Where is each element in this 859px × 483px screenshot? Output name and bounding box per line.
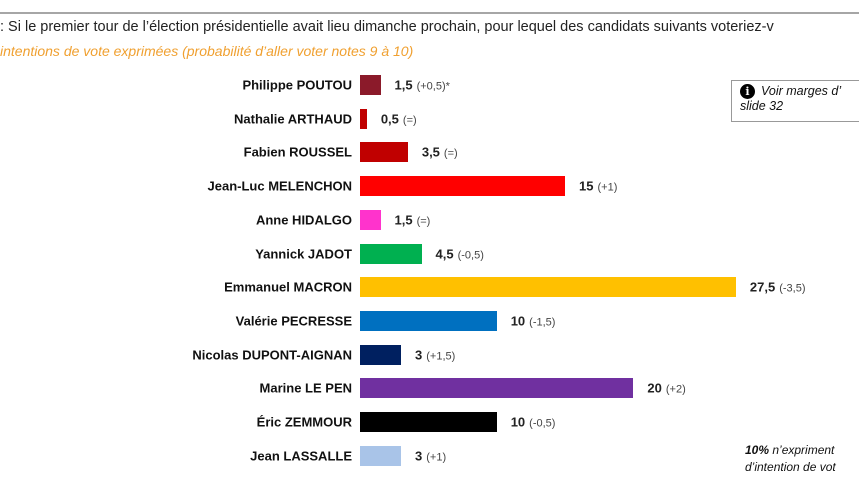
change-text: (=) bbox=[402, 114, 417, 127]
change-text: (+1,5) bbox=[426, 350, 456, 363]
footnote-percent: 10% bbox=[745, 443, 770, 457]
footnote-line2: d’intention de vot bbox=[745, 460, 836, 474]
value-label: 27,5 (-3,5) bbox=[750, 280, 806, 295]
bar bbox=[360, 378, 634, 399]
change-text: (-0,5) bbox=[529, 417, 556, 430]
bar bbox=[360, 142, 408, 163]
bar bbox=[360, 310, 497, 331]
change-text: (-1,5) bbox=[529, 316, 556, 329]
value-label: 3 (+1) bbox=[415, 448, 446, 463]
value-text: 27,5 bbox=[749, 279, 776, 295]
note-line1: Voir marges d’ bbox=[761, 84, 842, 98]
chart-subtitle: intentions de vote exprimées (probabilit… bbox=[0, 43, 414, 59]
value-label: 10 (-1,5) bbox=[511, 313, 556, 328]
category-label: Marine LE PEN bbox=[259, 380, 352, 396]
bar bbox=[360, 445, 401, 466]
change-text: (-0,5) bbox=[457, 249, 484, 261]
category-label: Anne HIDALGO bbox=[255, 212, 352, 228]
category-label: Yannick JADOT bbox=[255, 246, 352, 261]
change-text: (=) bbox=[416, 215, 431, 228]
note-line2: slide 32 bbox=[740, 99, 784, 113]
value-label: 3,5 (=) bbox=[422, 145, 458, 160]
value-text: 3,5 bbox=[421, 144, 440, 160]
question-title: : Si le premier tour de l’élection prési… bbox=[0, 19, 774, 35]
value-text: 3 bbox=[415, 347, 423, 363]
category-label: Emmanuel MACRON bbox=[224, 279, 352, 295]
value-label: 0,5 (=) bbox=[381, 111, 417, 126]
margin-note-box: i Voir marges d’ slide 32 bbox=[731, 80, 859, 122]
change-text: (+1) bbox=[597, 181, 618, 194]
category-label: Nicolas DUPONT-AIGNAN bbox=[192, 347, 352, 363]
bar bbox=[360, 344, 401, 365]
value-text: 10 bbox=[510, 313, 526, 329]
category-label: Fabien ROUSSEL bbox=[243, 144, 352, 160]
category-label: Jean-Luc MELENCHON bbox=[207, 178, 352, 194]
category-label: Valérie PECRESSE bbox=[235, 313, 352, 329]
change-text: (-3,5) bbox=[779, 282, 806, 295]
change-text: (+0,5)* bbox=[416, 80, 450, 93]
category-label: Philippe POUTOU bbox=[242, 77, 352, 93]
value-text: 15 bbox=[579, 178, 594, 194]
value-text: 10 bbox=[510, 414, 526, 430]
change-text: (=) bbox=[443, 147, 458, 160]
footnote-text: n’expriment bbox=[769, 443, 835, 457]
value-text: 4,5 bbox=[435, 246, 454, 261]
bar bbox=[360, 277, 736, 298]
value-text: 1,5 bbox=[394, 212, 413, 228]
value-text: 0,5 bbox=[380, 111, 399, 127]
value-label: 1,5 (+0,5)* bbox=[395, 78, 450, 93]
bar bbox=[360, 75, 381, 95]
value-label: 15 (+1) bbox=[579, 179, 617, 194]
top-divider bbox=[0, 12, 859, 14]
value-text: 1,5 bbox=[394, 77, 413, 93]
value-label: 20 (+2) bbox=[647, 381, 685, 396]
bar bbox=[360, 176, 566, 197]
bar bbox=[360, 243, 422, 264]
category-label: Jean LASSALLE bbox=[250, 448, 352, 464]
change-text: (+2) bbox=[665, 383, 686, 396]
bar bbox=[360, 209, 381, 230]
value-label: 1,5 (=) bbox=[395, 212, 431, 227]
info-icon: i bbox=[740, 84, 755, 99]
category-label: Éric ZEMMOUR bbox=[256, 414, 352, 430]
value-label: 10 (-0,5) bbox=[511, 415, 556, 430]
value-label: 4,5 (-0,5) bbox=[436, 246, 484, 261]
value-label: 3 (+1,5) bbox=[415, 347, 455, 362]
value-text: 20 bbox=[647, 380, 662, 396]
change-text: (+1) bbox=[426, 451, 447, 464]
footnote: 10% n’expriment d’intention de vot bbox=[745, 442, 836, 476]
bar bbox=[360, 412, 497, 432]
category-label: Nathalie ARTHAUD bbox=[234, 111, 352, 127]
bar bbox=[360, 108, 367, 129]
value-text: 3 bbox=[415, 448, 423, 464]
